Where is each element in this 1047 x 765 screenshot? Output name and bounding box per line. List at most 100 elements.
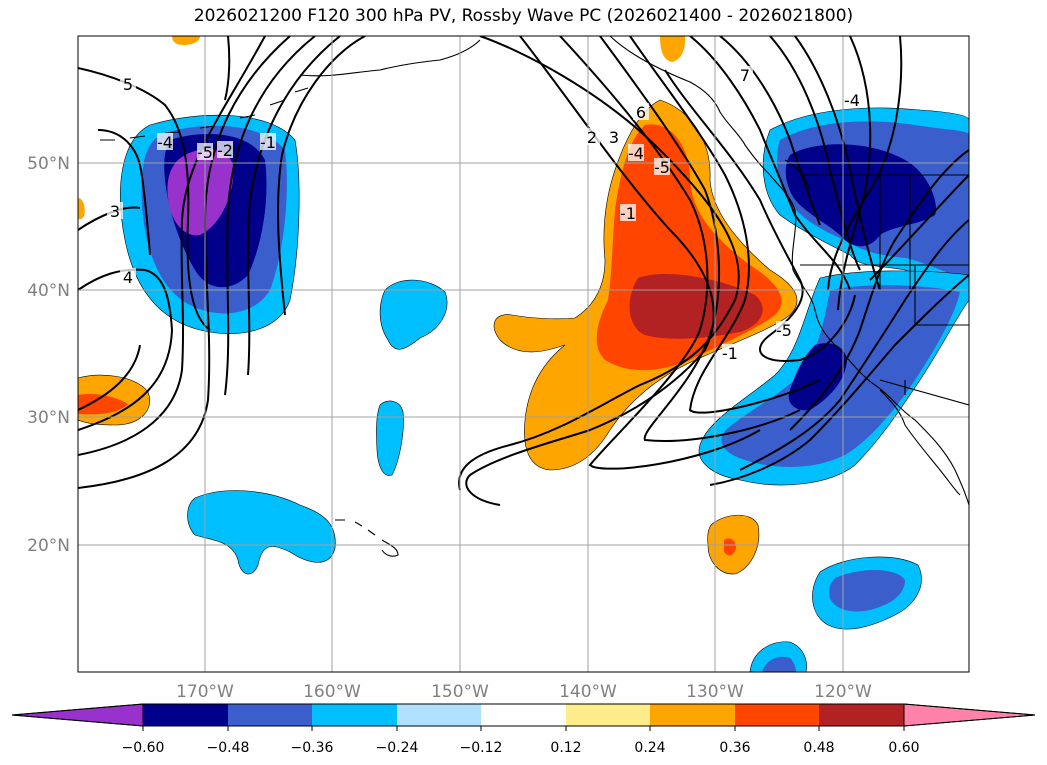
contour-line: [559, 36, 761, 470]
contour-label-halo: [120, 268, 136, 285]
colorbar-tick-label: 0.12: [550, 740, 581, 756]
contour-line: [599, 36, 801, 442]
lon-label: 160°W: [303, 682, 361, 702]
contour-line: [739, 219, 969, 471]
contour-label-halo: [584, 128, 600, 145]
pos-anomaly-north-top: [660, 36, 686, 62]
contour-label-halo: [737, 66, 753, 83]
neg-anomaly-hawaii: [187, 490, 336, 575]
contour-line: [629, 36, 821, 414]
colorbar-swatch: [312, 704, 397, 726]
colorbar-tick-label: 0.24: [634, 740, 665, 756]
contour-label-halo: [776, 321, 792, 338]
contour-label: 3: [110, 202, 120, 221]
contour-line: [827, 36, 903, 291]
contour-label-halo: [633, 103, 649, 120]
vancouver-island: [784, 159, 811, 191]
contour-label: -5: [197, 143, 213, 162]
lon-label: 150°W: [431, 682, 489, 702]
contour-label: 4: [123, 268, 133, 287]
contour-line: [78, 344, 141, 411]
contour-line: [794, 36, 881, 291]
neg-anomaly-small-north: [379, 279, 448, 350]
contour-label-halo: [157, 133, 173, 150]
contour-label-halo: [654, 158, 670, 175]
pos-anomaly-west-edge-core: [78, 394, 128, 415]
lon-label: 120°W: [814, 682, 872, 702]
colorbar-swatch: [735, 704, 819, 726]
contour-layer: [78, 36, 969, 506]
colorbar-extend-low: [11, 703, 144, 727]
contour-line: [224, 36, 316, 396]
lat-label: 50°N: [27, 154, 70, 174]
contour-label-halo: [606, 128, 622, 145]
lon-label: 140°W: [559, 682, 617, 702]
contour-label-halo: [107, 202, 123, 219]
contour-line: [247, 36, 341, 376]
colorbar-tick-label: −0.24: [376, 740, 419, 756]
latitude-labels: 50°N 40°N 30°N 20°N: [27, 154, 70, 556]
mexico-border: [879, 379, 969, 406]
contour-line: [97, 129, 151, 256]
colorbar-tick-label: 0.60: [888, 740, 919, 756]
lat-label: 30°N: [27, 408, 70, 428]
lat-label: 40°N: [27, 281, 70, 301]
map-frame: [77, 35, 970, 673]
contour-label: -5: [654, 158, 670, 177]
colorbar-tick-label: −0.48: [207, 740, 250, 756]
contour-label-halo: [620, 204, 636, 221]
contour-line: [709, 274, 969, 486]
contour-label: -1: [620, 204, 636, 223]
contour-line: [277, 36, 366, 316]
lat-label: 20°N: [27, 536, 70, 556]
contour-line: [465, 36, 715, 506]
contour-line: [78, 36, 266, 456]
contour-label-halo: [217, 141, 233, 158]
colorbar-tick-label: −0.60: [122, 740, 165, 756]
canada-coastline: [769, 174, 969, 506]
lon-label: 130°W: [686, 682, 744, 702]
neg-anomaly-small-mid: [376, 400, 404, 476]
neg-anomaly-west-peak: [167, 149, 234, 236]
contour-label: -4: [844, 91, 860, 110]
contour-line: [789, 149, 969, 431]
contour-label: -1: [260, 133, 276, 152]
contour-line: [224, 36, 231, 101]
colorbar-swatch: [566, 704, 650, 726]
colorbar-swatch: [143, 704, 228, 726]
gridline-layer: [78, 36, 969, 672]
contour-line: [664, 69, 856, 362]
contour-label: 5: [123, 75, 133, 94]
contour-labels: 534-5 -2 -1-4-12 367-4-5-1-5-4: [107, 66, 860, 363]
state-border: [800, 175, 969, 326]
alaska-coastline: [299, 39, 481, 77]
contour-line: [458, 36, 740, 491]
contour-label-halo: [120, 75, 136, 92]
contour-line: [78, 268, 174, 431]
colorbar-tick-label: −0.12: [460, 740, 503, 756]
contour-line: [78, 36, 291, 489]
contour-line: [719, 36, 821, 226]
colorbar: −0.60 −0.48 −0.36 −0.24 −0.12 0.12 0.24 0.36 0.4…: [11, 703, 1036, 756]
contour-label: -2: [217, 141, 233, 160]
alaska-gulf-coastline: [609, 36, 771, 176]
contour-label: 2: [587, 128, 597, 147]
coastline-layer: [100, 36, 969, 557]
contour-label: -1: [722, 344, 738, 363]
pos-anomaly-west-small: [78, 198, 85, 220]
contour-label: 3: [609, 128, 619, 147]
baja-california: [879, 389, 961, 496]
pos-anomaly-south-core: [724, 538, 736, 556]
hawaii-islands: [335, 519, 399, 557]
colorbar-swatch: [481, 704, 566, 726]
contour-label: 6: [636, 103, 646, 122]
aleutian-islands: [100, 87, 309, 141]
colorbar-swatch: [650, 704, 735, 726]
contour-label: -4: [628, 144, 644, 163]
colorbar-swatch: [228, 704, 312, 726]
contour-line: [689, 36, 851, 291]
neg-anomaly-south-east-core: [829, 570, 905, 612]
map-title: 2026021200 F120 300 hPa PV, Rossby Wave …: [193, 6, 854, 26]
colorbar-tick-label: 0.48: [803, 740, 834, 756]
